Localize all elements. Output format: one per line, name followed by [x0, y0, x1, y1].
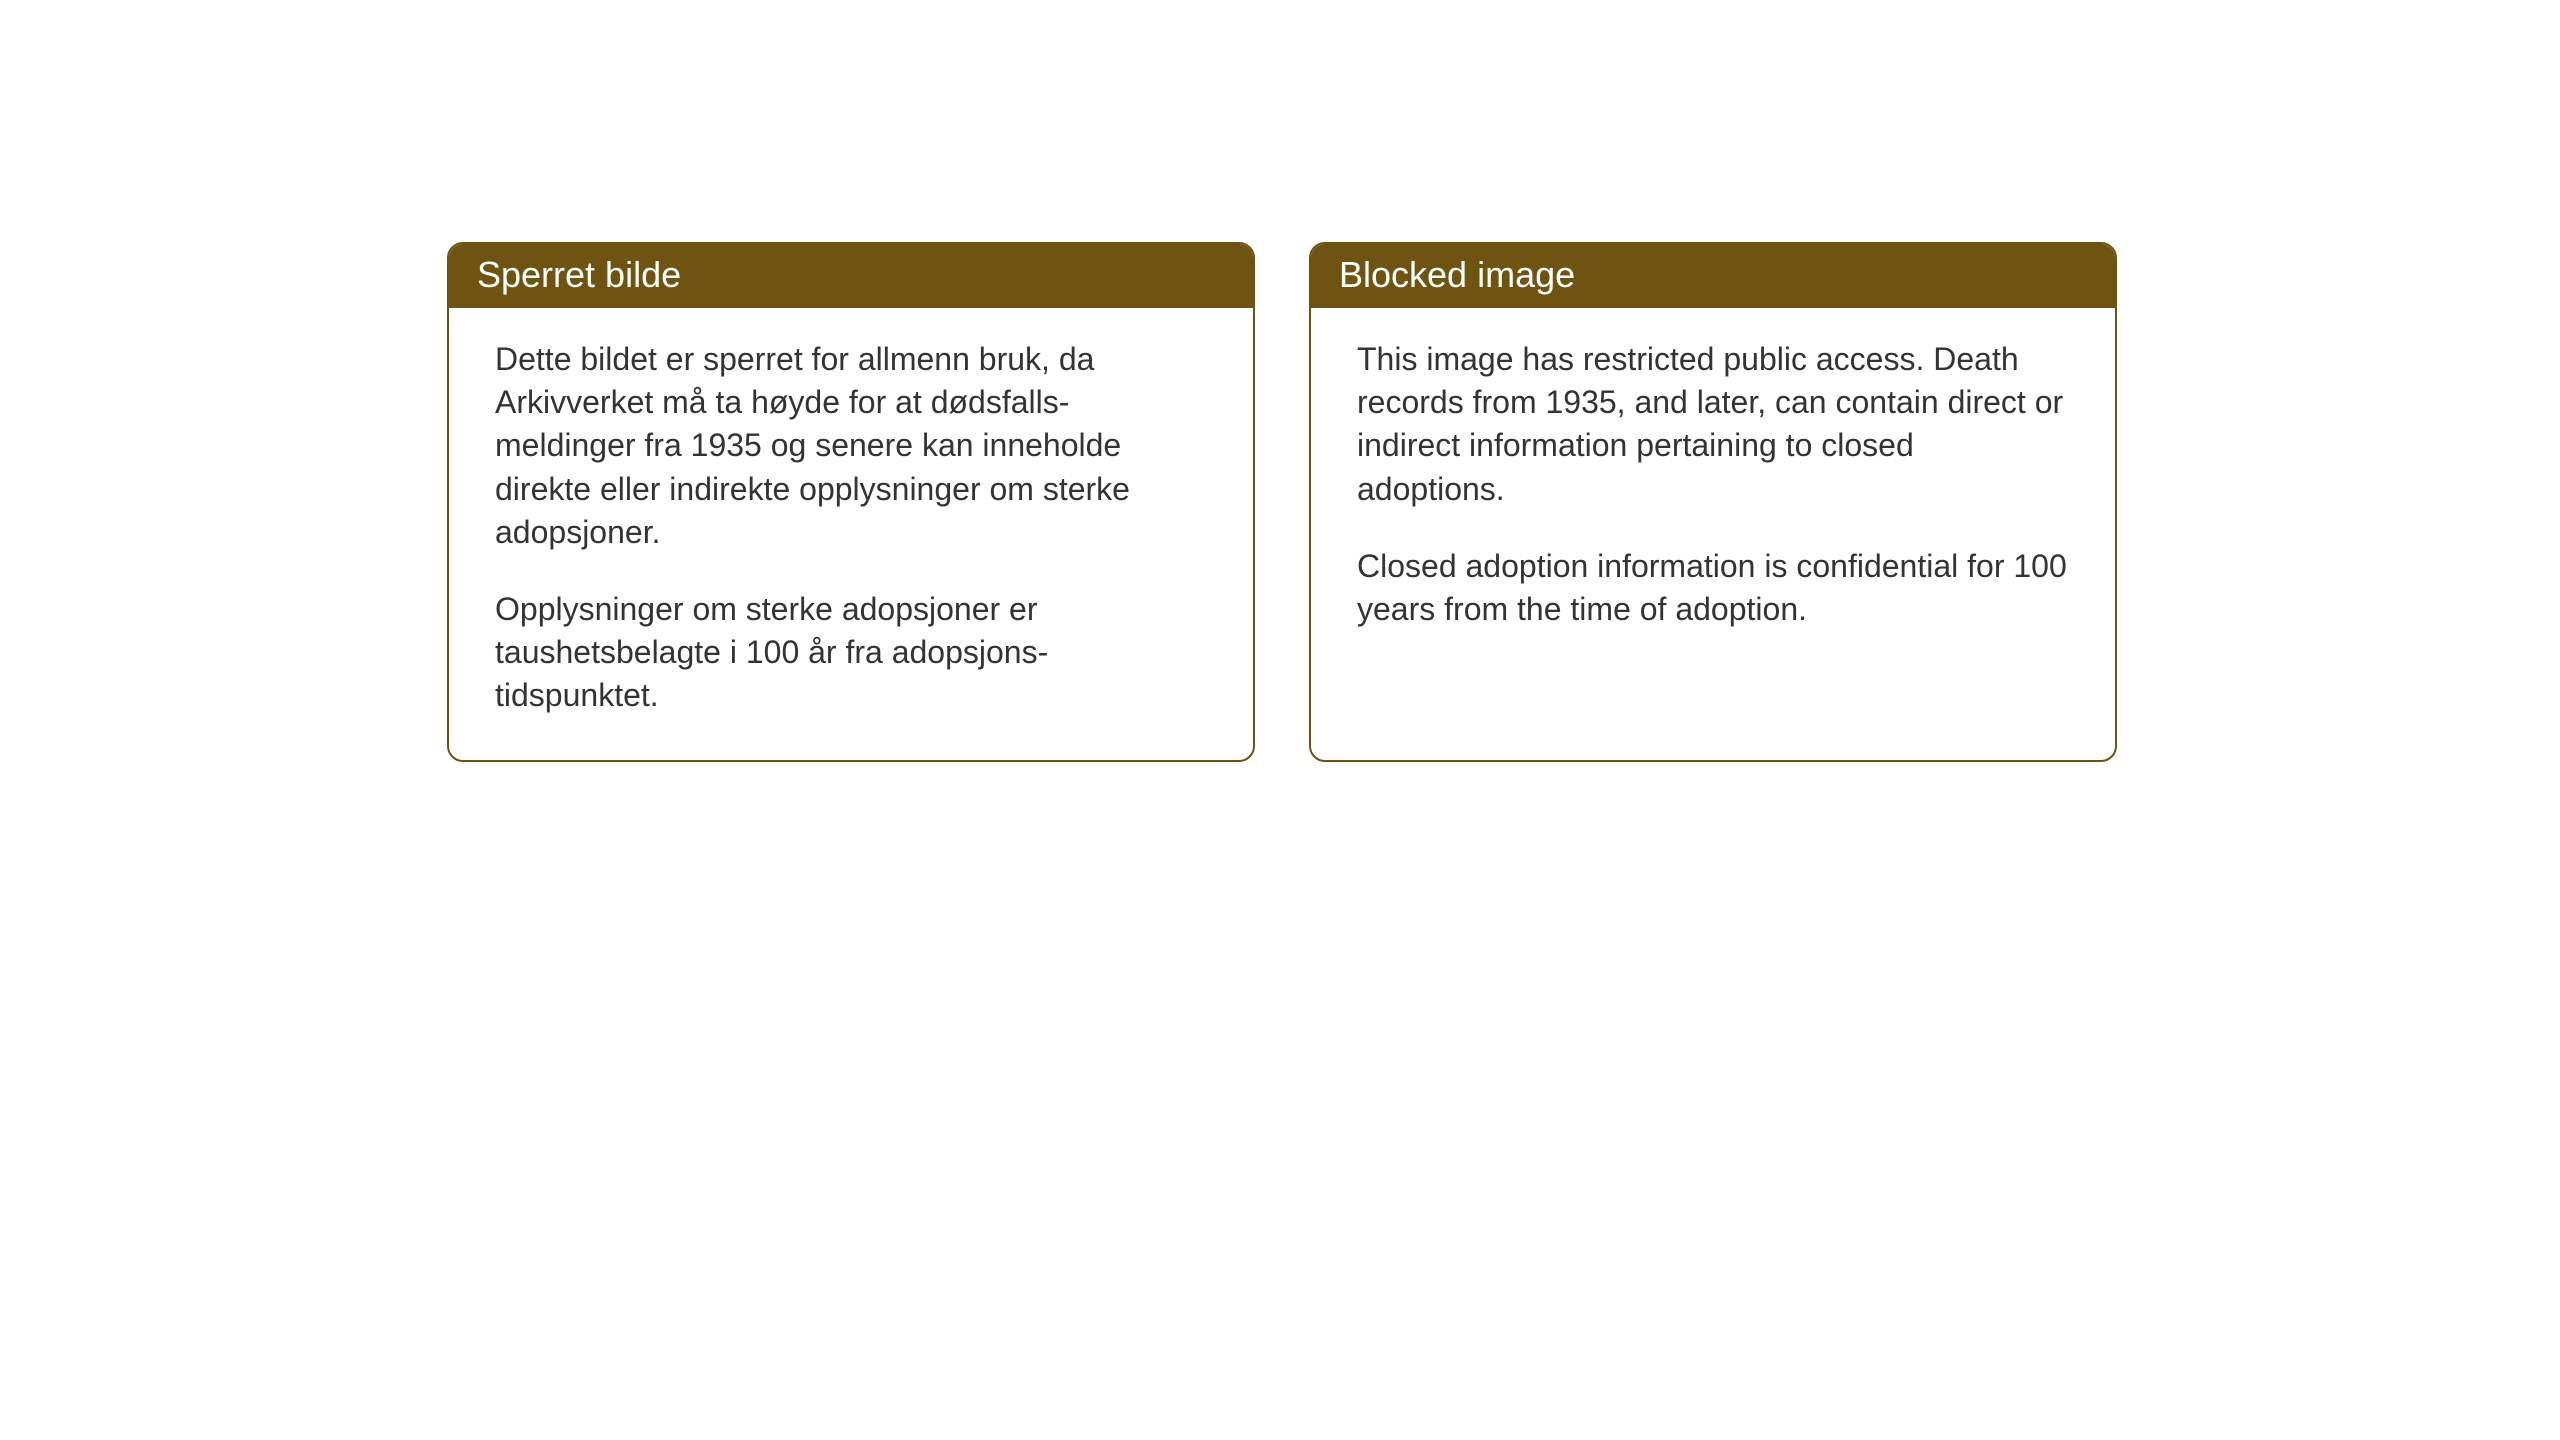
card-paragraph-norwegian-1: Dette bildet er sperret for allmenn bruk… — [495, 338, 1207, 554]
card-paragraph-norwegian-2: Opplysninger om sterke adopsjoner er tau… — [495, 588, 1207, 718]
card-norwegian: Sperret bilde Dette bildet er sperret fo… — [447, 242, 1255, 762]
card-paragraph-english-2: Closed adoption information is confident… — [1357, 545, 2069, 631]
card-header-norwegian: Sperret bilde — [449, 244, 1253, 308]
card-paragraph-english-1: This image has restricted public access.… — [1357, 338, 2069, 511]
card-title-english: Blocked image — [1339, 254, 1575, 295]
cards-container: Sperret bilde Dette bildet er sperret fo… — [0, 0, 2560, 762]
card-title-norwegian: Sperret bilde — [477, 254, 681, 295]
card-header-english: Blocked image — [1311, 244, 2115, 308]
card-body-norwegian: Dette bildet er sperret for allmenn bruk… — [449, 308, 1253, 760]
card-english: Blocked image This image has restricted … — [1309, 242, 2117, 762]
card-body-english: This image has restricted public access.… — [1311, 308, 2115, 673]
